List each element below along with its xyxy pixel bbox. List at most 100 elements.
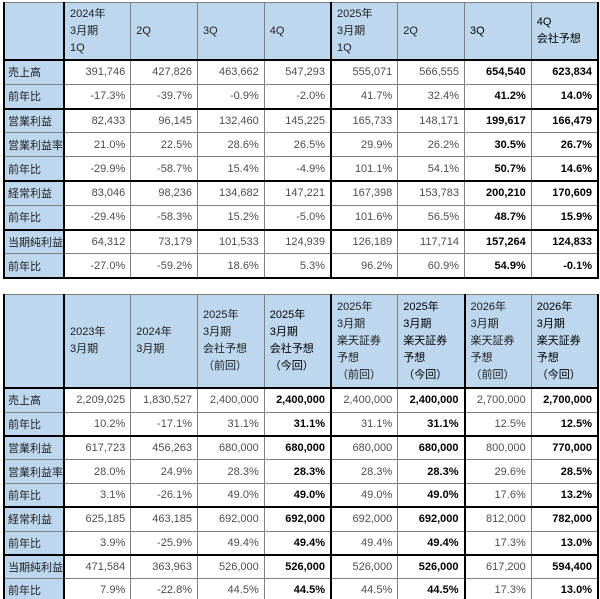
data-cell: 56.5% [397,204,465,231]
data-cell: 26.7% [530,132,599,158]
data-cell: 14.0% [530,83,599,110]
column-header: 2024年 3月期 1Q [63,2,132,61]
data-cell: 147,221 [263,179,332,206]
data-cell: 117,714 [397,228,465,255]
data-cell: 7.9% [63,578,132,599]
row-label: 売上高 [3,58,65,85]
data-cell: 48.7% [464,204,532,231]
annual-table-container: 2023年 3月期 2024年 3月期 2025年 3月期 会社予想 （前回） 2025年 3月期… [3,294,599,599]
data-cell: 12.5% [530,411,599,437]
data-cell: 617,723 [63,434,132,461]
data-cell: -17.3% [63,83,132,110]
row-label: 前年比 [3,156,65,182]
data-cell: 49.0% [197,482,265,508]
data-cell: 566,555 [397,58,465,85]
column-header: 2024年 3月期 [130,294,198,390]
table-row: 前年比 -17.3% -39.7% -0.9% -2.0% 41.7% 32.4% 41.2%… [3,83,599,110]
row-label: 前年比 [3,204,65,231]
data-cell: -0.1% [530,253,599,279]
table-row: 前年比 7.9% -22.8% 44.5% 44.5% 44.5% 44.5% 17.3% 13… [3,578,599,599]
data-cell: 654,540 [464,58,532,85]
table-row: 当期純利益 471,584 363,963 526,000 526,000 526,000… [3,553,599,580]
data-cell: 12.5% [464,411,532,437]
column-header: 4Q 会社予想 [530,2,599,61]
table-row: 前年比 10.2% -17.1% 31.1% 31.1% 31.1% 31.1% 12.5% 1… [3,411,599,437]
row-label: 当期純利益 [3,553,65,580]
column-header: 2025年 3月期 会社予想 （今回） [263,294,332,390]
table-row: 売上高 2,209,025 1,830,527 2,400,000 2,400,000 2… [3,387,599,413]
data-cell: 145,225 [263,107,332,134]
data-cell: 50.7% [464,156,532,182]
row-label: 経常利益 [3,506,65,532]
column-header: 2026年 3月期 楽天証券 予想 （今回） [530,294,599,390]
data-cell: 3.9% [63,530,132,556]
row-label: 営業利益率 [3,132,65,158]
row-label: 前年比 [3,411,65,437]
row-label: 経常利益 [3,179,65,206]
data-cell: 782,000 [530,506,599,532]
data-cell: 547,293 [263,58,332,85]
data-cell: 96,145 [130,107,198,134]
column-header: 2025年 3月期 会社予想 （前回） [197,294,265,390]
row-label: 前年比 [3,253,65,279]
data-cell: 29.6% [464,459,532,484]
data-cell: 2,400,000 [330,387,399,413]
data-cell: 44.5% [330,578,399,599]
data-cell: 623,834 [530,58,599,85]
data-cell: 17.3% [464,530,532,556]
data-cell: 526,000 [263,553,332,580]
data-cell: -39.7% [130,83,198,110]
data-cell: 28.6% [197,132,265,158]
data-cell: 41.2% [464,83,532,110]
table-row: 前年比 3.9% -25.9% 49.4% 49.4% 49.4% 49.4% 17.3% 13… [3,530,599,556]
data-cell: 49.4% [263,530,332,556]
data-cell: -26.1% [130,482,198,508]
data-cell: 101.1% [330,156,399,182]
data-cell: 44.5% [197,578,265,599]
data-cell: 692,000 [397,506,466,532]
data-cell: 13.0% [530,578,599,599]
table-row: 経常利益 83,046 98,236 134,682 147,221 167,398 153… [3,179,599,206]
column-header: 2Q [397,2,465,61]
data-cell: 199,617 [464,107,532,134]
quarterly-table-container: 2024年 3月期 1Q 2Q 3Q 4Q 2025年 3月期 1Q 2Q 3Q 4Q 会社予想 売上高 3… [3,2,599,280]
data-cell: 124,833 [530,228,599,255]
data-cell: -5.0% [263,204,332,231]
row-label: 営業利益 [3,434,65,461]
data-cell: 28.0% [63,459,132,484]
data-cell: 625,185 [63,506,132,532]
data-cell: 2,400,000 [197,387,265,413]
data-cell: 157,264 [464,228,532,255]
data-cell: 2,209,025 [63,387,132,413]
data-cell: 2,700,000 [464,387,532,413]
data-cell: 166,479 [530,107,599,134]
row-label: 前年比 [3,578,65,599]
data-cell: 18.6% [197,253,265,279]
column-header: 3Q [464,2,532,61]
data-cell: 44.5% [263,578,332,599]
data-cell: 15.4% [197,156,265,182]
data-cell: 22.5% [130,132,198,158]
data-cell: 60.9% [397,253,465,279]
data-cell: 17.6% [464,482,532,508]
data-cell: -58.7% [130,156,198,182]
table-row: 営業利益 82,433 96,145 132,460 145,225 165,733 148… [3,107,599,134]
data-cell: 82,433 [63,107,132,134]
table-row: 前年比 -29.4% -58.3% 15.2% -5.0% 101.6% 56.5% 48.7… [3,204,599,231]
data-cell: 44.5% [397,578,466,599]
data-cell: 126,189 [330,228,399,255]
data-cell: 391,746 [63,58,132,85]
data-cell: 49.0% [263,482,332,508]
data-cell: 13.2% [530,482,599,508]
data-cell: -27.0% [63,253,132,279]
data-cell: 2,700,000 [530,387,599,413]
data-cell: 21.0% [63,132,132,158]
data-cell: 28.3% [263,459,332,484]
data-cell: 526,000 [197,553,265,580]
data-cell: 30.5% [464,132,532,158]
table-row: 当期純利益 64,312 73,179 101,533 124,939 126,189 11… [3,228,599,255]
data-cell: 31.1% [397,411,466,437]
column-header: 2025年 3月期 1Q [330,2,399,61]
column-header: 2025年 3月期 楽天証券 予想 （前回） [330,294,399,390]
